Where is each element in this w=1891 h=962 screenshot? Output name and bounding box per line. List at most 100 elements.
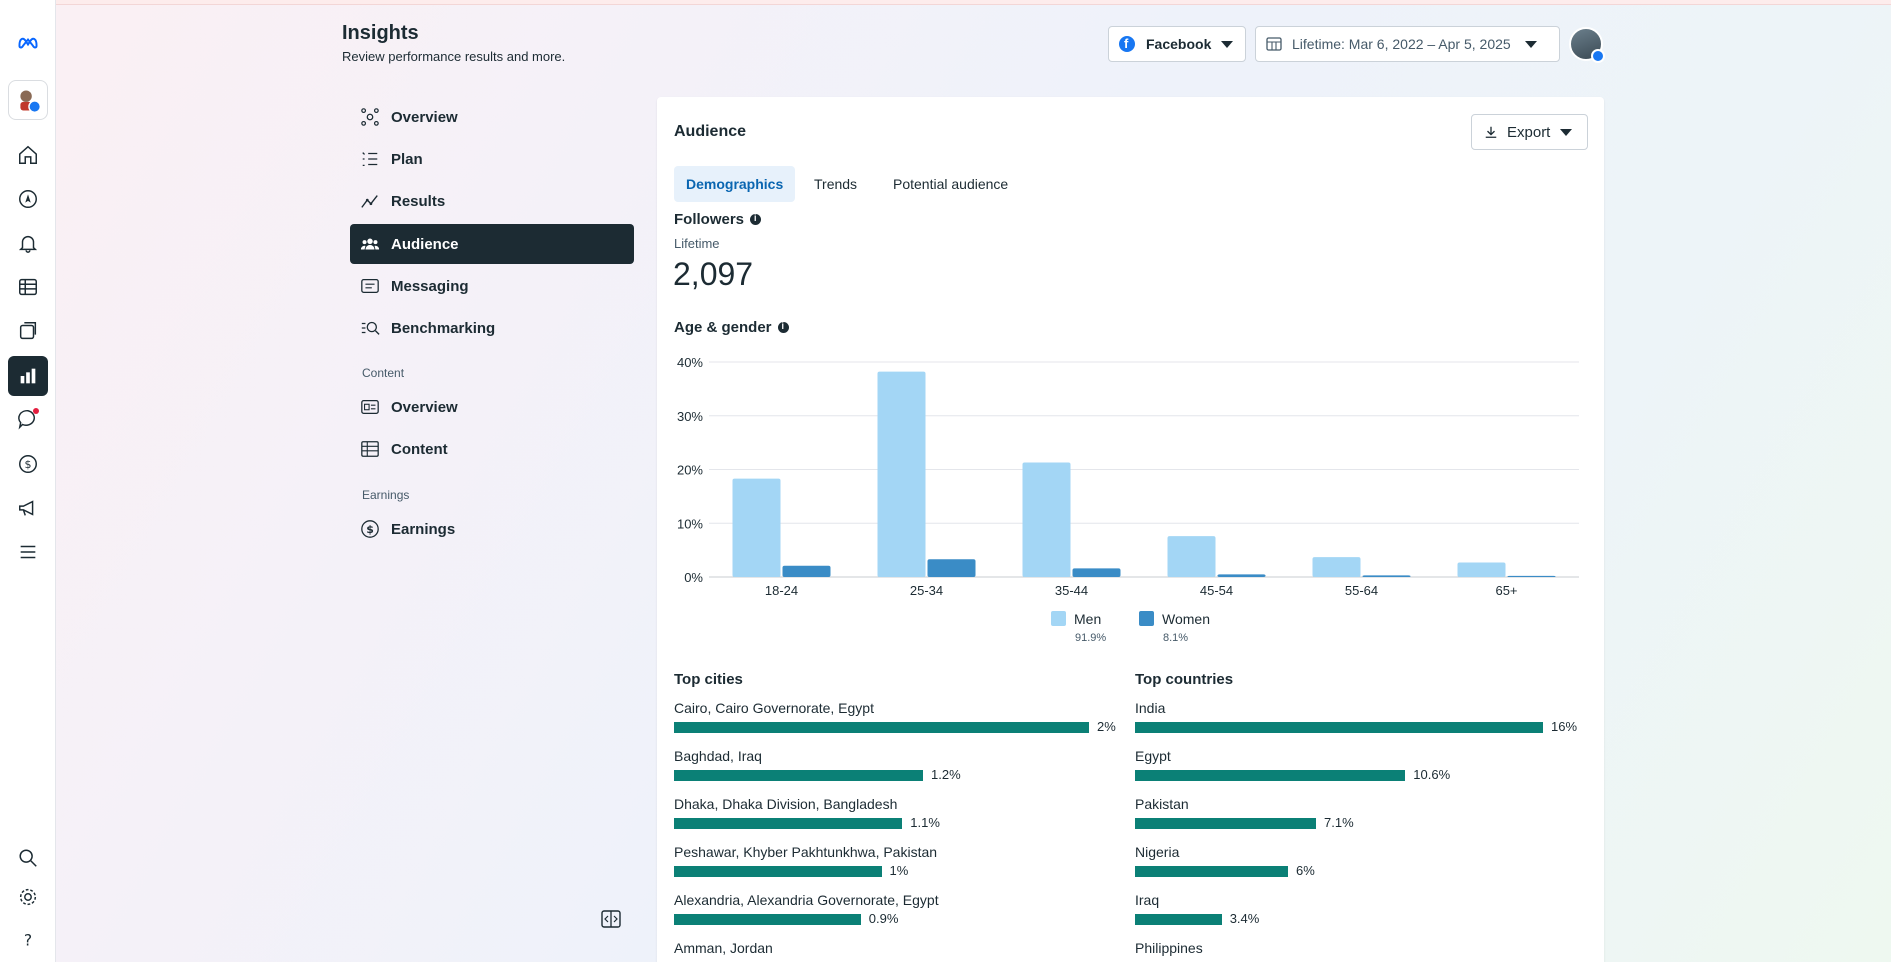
compass-icon[interactable] — [8, 179, 48, 219]
age-gender-label: Age & gender — [674, 319, 772, 336]
profile-avatar[interactable] — [1569, 27, 1603, 61]
nav-content[interactable]: Content — [350, 429, 448, 469]
bar-men — [1167, 536, 1216, 577]
top-cities-title: Top cities — [674, 671, 743, 688]
tab-potential-audience[interactable]: Potential audience — [893, 176, 1009, 192]
export-button[interactable]: Export — [1471, 114, 1588, 150]
nav-plan[interactable]: Plan — [350, 139, 423, 179]
list-item-bar — [674, 818, 903, 829]
search-icon[interactable] — [8, 838, 48, 878]
tab-demographics[interactable]: Demographics — [674, 166, 796, 202]
list-item-bar — [674, 770, 923, 781]
earnings-icon: $ — [359, 518, 381, 540]
bar-men — [1457, 562, 1506, 577]
list-item-value: 1% — [889, 863, 909, 878]
export-label: Export — [1507, 123, 1551, 141]
nav-benchmarking[interactable]: Benchmarking — [350, 308, 495, 348]
list-item-label: Nigeria — [1135, 844, 1180, 860]
nav-audience[interactable]: Audience — [350, 224, 634, 264]
bell-icon[interactable] — [8, 223, 48, 263]
table-icon[interactable] — [8, 267, 48, 307]
legend-label-men: Men — [1074, 611, 1102, 627]
bar-women — [1507, 575, 1556, 577]
nav-overview[interactable]: Overview — [350, 97, 458, 137]
nav-section-earnings: Earnings — [362, 488, 410, 502]
list-item-bar — [674, 722, 1089, 733]
menu-icon[interactable] — [8, 532, 48, 572]
date-range-dropdown[interactable]: Lifetime: Mar 6, 2022 – Apr 5, 2025 — [1255, 26, 1560, 62]
y-tick-label: 30% — [677, 409, 703, 424]
x-tick-label: 25-34 — [910, 583, 943, 598]
legend-swatch-men — [1051, 611, 1066, 626]
legend-share-men: 91.9% — [1075, 632, 1107, 644]
gear-icon[interactable] — [8, 877, 48, 917]
insights-icon[interactable] — [8, 356, 48, 396]
followers-heading: Followers — [674, 211, 762, 228]
monetization-icon[interactable]: $ — [8, 444, 48, 484]
nav-results[interactable]: Results — [350, 181, 445, 221]
benchmarking-icon — [359, 317, 381, 339]
nav-label: Benchmarking — [391, 319, 496, 337]
page-subtitle: Review performance results and more. — [342, 49, 566, 64]
list-item-value: 1.1% — [910, 815, 940, 830]
top-border — [0, 0, 1891, 5]
age-gender-chart: 0% 10% 20% 30% 40% 18-24 25-34 35-44 45-54 55-64 6… — [677, 355, 1579, 598]
nav-content-overview[interactable]: Overview — [350, 387, 458, 427]
list-item-label: Dhaka, Dhaka Division, Bangladesh — [674, 796, 898, 812]
age-gender-heading: Age & gender — [674, 319, 789, 336]
list-item-bar — [674, 866, 882, 877]
list-item-label: Cairo, Cairo Governorate, Egypt — [674, 700, 874, 716]
help-icon[interactable]: ? — [8, 920, 48, 960]
calendar-icon — [1266, 37, 1282, 51]
list-item-bar — [1135, 914, 1222, 925]
inbox-icon[interactable] — [8, 399, 48, 439]
list-item-bar — [1135, 722, 1543, 733]
list-item-label: Alexandria, Alexandria Governorate, Egyp… — [674, 892, 939, 908]
list-item-label: Egypt — [1135, 748, 1171, 764]
list-item-bar — [674, 914, 861, 925]
pages-icon[interactable] — [8, 311, 48, 351]
tab-trends[interactable]: Trends — [814, 176, 858, 192]
megaphone-icon[interactable] — [8, 488, 48, 528]
svg-text:?: ? — [24, 932, 32, 950]
facebook-badge-icon — [1591, 49, 1605, 63]
nav-label: Content — [391, 440, 448, 458]
date-range-label: Lifetime: Mar 6, 2022 – Apr 5, 2025 — [1292, 36, 1511, 52]
platform-dropdown[interactable]: Facebook — [1108, 26, 1246, 62]
notification-dot — [33, 408, 39, 414]
list-item-value: 2% — [1097, 719, 1116, 734]
content-table-icon — [359, 438, 381, 460]
caret-down-icon — [1221, 40, 1234, 48]
nav-messaging[interactable]: Messaging — [350, 266, 469, 306]
x-tick-label: 45-54 — [1200, 583, 1233, 598]
list-item-value: 7.1% — [1324, 815, 1354, 830]
legend-women: Women — [1139, 611, 1210, 627]
svg-text:$: $ — [25, 458, 32, 471]
list-item-label: Philippines — [1135, 940, 1203, 956]
list-item-bar — [1135, 770, 1406, 781]
info-icon[interactable] — [750, 213, 762, 225]
home-icon[interactable] — [8, 135, 48, 175]
top-countries-title: Top countries — [1135, 671, 1234, 688]
global-nav-rail: $ ? — [0, 0, 56, 962]
page-title: Insights — [342, 22, 419, 44]
collapse-sidebar-icon[interactable] — [601, 910, 621, 928]
platform-label: Facebook — [1146, 36, 1212, 52]
nav-label: Audience — [391, 235, 459, 253]
messaging-icon — [359, 275, 381, 297]
meta-logo-icon[interactable] — [8, 22, 48, 62]
legend-men: Men — [1051, 611, 1101, 627]
bar-women — [1362, 575, 1411, 577]
nav-earnings[interactable]: $ Earnings — [350, 509, 455, 549]
nav-section-content: Content — [362, 366, 405, 380]
info-icon[interactable] — [777, 321, 789, 333]
legend-label-women: Women — [1162, 611, 1210, 627]
list-item-bar — [1135, 866, 1288, 877]
page-avatar[interactable] — [8, 80, 48, 120]
list-item-value: 0.9% — [868, 911, 899, 926]
list-item-label: Amman, Jordan — [674, 940, 773, 956]
bar-women — [1217, 574, 1266, 577]
nav-label: Overview — [391, 108, 458, 126]
bar-women — [782, 565, 831, 577]
facebook-icon — [1119, 36, 1135, 52]
